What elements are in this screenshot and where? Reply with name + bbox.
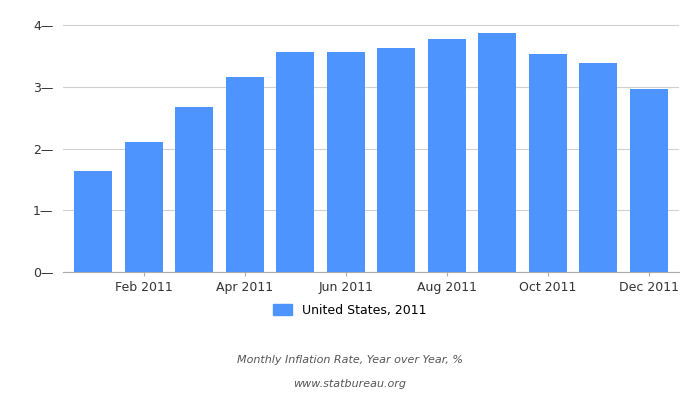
Text: www.statbureau.org: www.statbureau.org	[293, 379, 407, 389]
Bar	[175, 107, 214, 272]
Bar	[327, 52, 365, 272]
Text: Monthly Inflation Rate, Year over Year, %: Monthly Inflation Rate, Year over Year, …	[237, 355, 463, 365]
Bar	[125, 142, 162, 272]
Bar	[478, 33, 516, 272]
Bar	[74, 172, 112, 272]
Legend: United States, 2011: United States, 2011	[268, 299, 432, 322]
Bar	[276, 52, 314, 272]
Bar	[428, 40, 466, 272]
Bar	[226, 77, 264, 272]
Bar	[377, 48, 415, 272]
Bar	[580, 63, 617, 272]
Bar	[528, 54, 567, 272]
Bar	[630, 90, 668, 272]
